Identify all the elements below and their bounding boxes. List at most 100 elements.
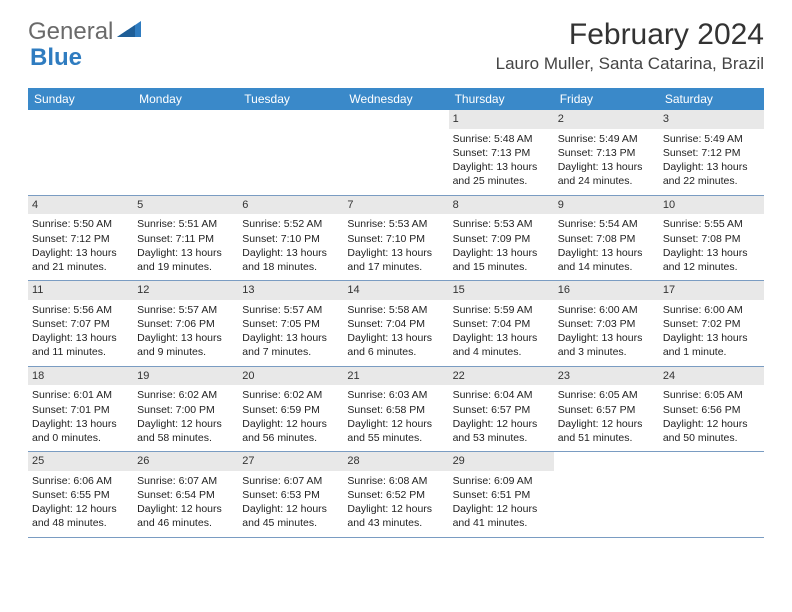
day-number: 18 [28,367,133,386]
daylight-text: Daylight: 13 hours and 11 minutes. [32,331,129,359]
sunset-text: Sunset: 7:10 PM [347,232,444,246]
day-number: 28 [343,452,448,471]
sunrise-text: Sunrise: 6:09 AM [453,474,550,488]
sunset-text: Sunset: 6:58 PM [347,403,444,417]
sunrise-text: Sunrise: 5:55 AM [663,217,760,231]
sunrise-text: Sunrise: 5:48 AM [453,132,550,146]
day-cell: 2Sunrise: 5:49 AMSunset: 7:13 PMDaylight… [554,110,659,195]
sunrise-text: Sunrise: 6:00 AM [663,303,760,317]
daylight-text: Daylight: 12 hours and 55 minutes. [347,417,444,445]
day-number: 13 [238,281,343,300]
day-cell: 17Sunrise: 6:00 AMSunset: 7:02 PMDayligh… [659,281,764,366]
sunset-text: Sunset: 7:11 PM [137,232,234,246]
daylight-text: Daylight: 12 hours and 50 minutes. [663,417,760,445]
day-cell: 14Sunrise: 5:58 AMSunset: 7:04 PMDayligh… [343,281,448,366]
daylight-text: Daylight: 13 hours and 14 minutes. [558,246,655,274]
sunset-text: Sunset: 7:03 PM [558,317,655,331]
weeks-container: 1Sunrise: 5:48 AMSunset: 7:13 PMDaylight… [28,110,764,538]
day-cell: 20Sunrise: 6:02 AMSunset: 6:59 PMDayligh… [238,367,343,452]
day-cell: 26Sunrise: 6:07 AMSunset: 6:54 PMDayligh… [133,452,238,537]
daylight-text: Daylight: 13 hours and 6 minutes. [347,331,444,359]
sunset-text: Sunset: 7:08 PM [663,232,760,246]
logo: General [28,18,143,46]
daylight-text: Daylight: 13 hours and 24 minutes. [558,160,655,188]
day-cell: 4Sunrise: 5:50 AMSunset: 7:12 PMDaylight… [28,196,133,281]
day-number: 7 [343,196,448,215]
day-cell: 18Sunrise: 6:01 AMSunset: 7:01 PMDayligh… [28,367,133,452]
sunset-text: Sunset: 7:10 PM [242,232,339,246]
day-number: 24 [659,367,764,386]
daylight-text: Daylight: 12 hours and 51 minutes. [558,417,655,445]
sunrise-text: Sunrise: 5:52 AM [242,217,339,231]
sunset-text: Sunset: 6:52 PM [347,488,444,502]
day-number: 15 [449,281,554,300]
day-cell [238,110,343,195]
sunrise-text: Sunrise: 6:07 AM [137,474,234,488]
sunset-text: Sunset: 7:07 PM [32,317,129,331]
sunrise-text: Sunrise: 6:00 AM [558,303,655,317]
sunrise-text: Sunrise: 5:50 AM [32,217,129,231]
sunrise-text: Sunrise: 5:53 AM [347,217,444,231]
sunrise-text: Sunrise: 5:53 AM [453,217,550,231]
sunset-text: Sunset: 7:13 PM [558,146,655,160]
page-header: General February 2024 Lauro Muller, Sant… [28,18,764,74]
day-number: 20 [238,367,343,386]
daylight-text: Daylight: 13 hours and 19 minutes. [137,246,234,274]
sunrise-text: Sunrise: 6:08 AM [347,474,444,488]
sunset-text: Sunset: 7:01 PM [32,403,129,417]
day-number: 3 [659,110,764,129]
daylight-text: Daylight: 13 hours and 12 minutes. [663,246,760,274]
week-row: 4Sunrise: 5:50 AMSunset: 7:12 PMDaylight… [28,196,764,282]
day-number: 22 [449,367,554,386]
week-row: 1Sunrise: 5:48 AMSunset: 7:13 PMDaylight… [28,110,764,196]
sunrise-text: Sunrise: 6:07 AM [242,474,339,488]
day-cell: 10 Sunrise: 5:55 AMSunset: 7:08 PMDayligh… [659,196,764,281]
daylight-text: Daylight: 12 hours and 56 minutes. [242,417,339,445]
sunrise-text: Sunrise: 5:49 AM [663,132,760,146]
title-block: February 2024 Lauro Muller, Santa Catari… [496,18,764,74]
day-cell: 27Sunrise: 6:07 AMSunset: 6:53 PMDayligh… [238,452,343,537]
day-number: 25 [28,452,133,471]
dow-cell: Sunday [28,88,133,110]
day-cell [28,110,133,195]
sunrise-text: Sunrise: 5:57 AM [242,303,339,317]
daylight-text: Daylight: 12 hours and 53 minutes. [453,417,550,445]
day-number: 19 [133,367,238,386]
sunrise-text: Sunrise: 6:05 AM [558,388,655,402]
daylight-text: Daylight: 13 hours and 15 minutes. [453,246,550,274]
day-cell: 23 Sunrise: 6:05 AMSunset: 6:57 PMDayligh… [554,367,659,452]
logo-text-general: General [28,18,113,46]
day-cell [554,452,659,537]
sunset-text: Sunset: 7:04 PM [453,317,550,331]
day-cell: 28Sunrise: 6:08 AMSunset: 6:52 PMDayligh… [343,452,448,537]
sunset-text: Sunset: 6:53 PM [242,488,339,502]
dow-cell: Wednesday [343,88,448,110]
day-number: 1 [449,110,554,129]
sunrise-text: Sunrise: 6:06 AM [32,474,129,488]
day-number: 23 [554,367,659,386]
day-number: 14 [343,281,448,300]
day-cell: 29Sunrise: 6:09 AMSunset: 6:51 PMDayligh… [449,452,554,537]
day-cell: 3Sunrise: 5:49 AMSunset: 7:12 PMDaylight… [659,110,764,195]
daylight-text: Daylight: 13 hours and 0 minutes. [32,417,129,445]
sunrise-text: Sunrise: 5:56 AM [32,303,129,317]
dow-cell: Thursday [449,88,554,110]
day-cell [133,110,238,195]
daylight-text: Daylight: 12 hours and 46 minutes. [137,502,234,530]
day-of-week-header: SundayMondayTuesdayWednesdayThursdayFrid… [28,88,764,110]
sunset-text: Sunset: 7:13 PM [453,146,550,160]
daylight-text: Daylight: 12 hours and 58 minutes. [137,417,234,445]
sunrise-text: Sunrise: 5:58 AM [347,303,444,317]
day-number: 9 [554,196,659,215]
sunset-text: Sunset: 6:57 PM [558,403,655,417]
sunrise-text: Sunrise: 5:54 AM [558,217,655,231]
day-number: 2 [554,110,659,129]
day-number: 10 [659,196,764,215]
logo-text-blue: Blue [30,44,82,71]
sunset-text: Sunset: 7:12 PM [32,232,129,246]
daylight-text: Daylight: 13 hours and 9 minutes. [137,331,234,359]
month-title: February 2024 [496,18,764,52]
daylight-text: Daylight: 13 hours and 25 minutes. [453,160,550,188]
day-cell: 16Sunrise: 6:00 AMSunset: 7:03 PMDayligh… [554,281,659,366]
dow-cell: Tuesday [238,88,343,110]
